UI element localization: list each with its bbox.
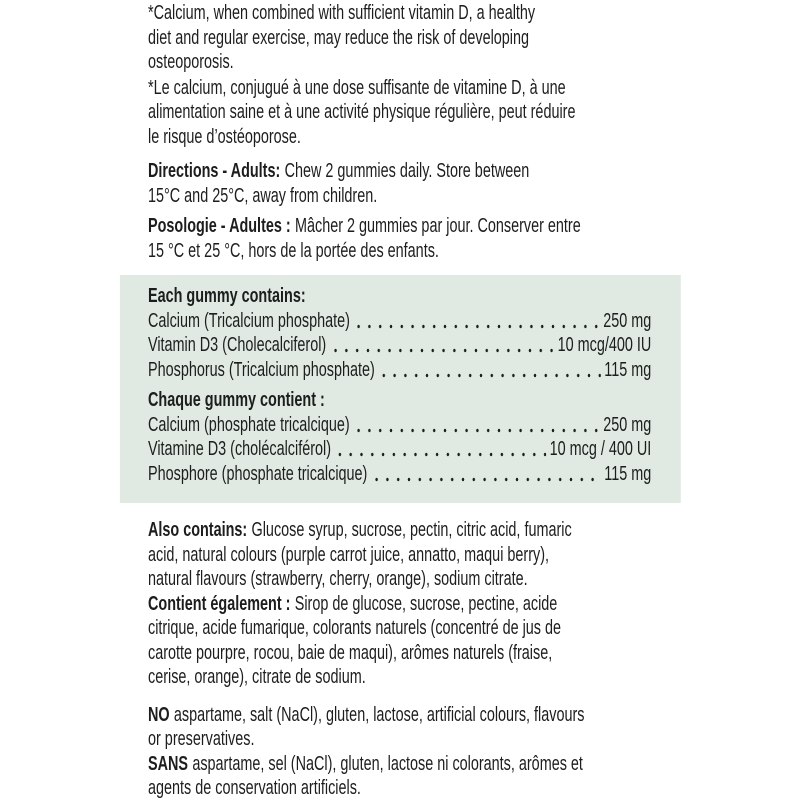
fact-row-vitamine-d3-fr: Vitamine D3 (cholécalciférol) 10 mcg / 40… <box>148 437 651 462</box>
fact-label: Vitamine D3 (cholécalciférol) <box>148 438 332 460</box>
fact-row-phosphorus-en: Phosphorus (Tricalcium phosphate) 115 mg <box>148 357 652 382</box>
also-contains-text: Glucose syrup, sucrose, pectin, citric a… <box>148 519 572 590</box>
contient-egalement-text: Sirop de glucose, sucrose, pectine, acid… <box>148 592 562 689</box>
dot-leader <box>351 412 600 437</box>
label-text-column: *Calcium, when combined with sufficient … <box>119 0 681 800</box>
facts-heading-en: Each gummy contains: <box>148 285 306 307</box>
fact-label: Calcium (phosphate tricalcique) <box>148 413 350 436</box>
facts-heading-fr: Chaque gummy contient : <box>148 389 325 411</box>
fact-label: Calcium (Tricalcium phosphate) <box>148 309 350 332</box>
fact-value: 10 mcg/400 IU <box>557 334 652 356</box>
fact-label: Phosphorus (Tricalcium phosphate) <box>148 358 375 381</box>
free-from-fr-text: aspartame, sel (NaCl), gluten, lactose n… <box>148 752 583 800</box>
claim-en-text: *Calcium, when combined with sufficient … <box>148 2 536 73</box>
contient-egalement-label: Contient également : <box>148 592 291 615</box>
fact-row-vitamin-d3-en: Vitamin D3 (Cholecalciferol) 10 mcg/400 I… <box>148 333 651 358</box>
also-contains-label: Also contains: <box>148 519 248 541</box>
fact-row-phosphore-fr: Phosphore (phosphate tricalcique) 115 mg <box>148 461 652 486</box>
fact-value: 10 mcg / 400 UI <box>549 438 652 460</box>
directions-en-text: Chew 2 gummies daily. Store between 15°C… <box>148 160 530 207</box>
free-from-fr-paragraph: SANS aspartame, sel (NaCl), gluten, lacto… <box>148 752 659 800</box>
gummy-contents-box: Each gummy contains: Calcium (Tricalcium… <box>119 275 681 503</box>
no-label: NO <box>148 703 170 726</box>
claim-fr-text: *Le calcium, conjugué à une dose suffisa… <box>148 76 576 148</box>
fact-row-calcium-en: Calcium (Tricalcium phosphate) 250 mg <box>148 308 652 333</box>
dot-leader <box>376 357 601 382</box>
fact-row-calcium-fr: Calcium (phosphate tricalcique) 250 mg <box>148 412 652 437</box>
dot-leader <box>333 437 547 462</box>
also-contains-paragraph: Also contains: Glucose syrup, sucrose, pe… <box>148 518 659 592</box>
directions-fr-text: Mâcher 2 gummies par jour. Conserver ent… <box>148 215 581 262</box>
contient-egalement-paragraph: Contient également : Sirop de glucose, su… <box>148 592 659 690</box>
claim-fr-paragraph: *Le calcium, conjugué à une dose suffisa… <box>148 76 659 150</box>
dot-leader <box>352 308 600 333</box>
fact-value: 250 mg <box>603 309 652 332</box>
fact-label: Phosphore (phosphate tricalcique) <box>148 462 368 485</box>
dot-leader <box>369 461 601 486</box>
fact-value: 115 mg <box>604 358 652 381</box>
directions-fr-paragraph: Posologie - Adultes : Mâcher 2 gummies pa… <box>148 214 659 263</box>
directions-en-label: Directions - Adults: <box>148 160 281 182</box>
fact-label: Vitamin D3 (Cholecalciferol) <box>148 334 327 356</box>
directions-en-paragraph: Directions - Adults: Chew 2 gummies daily… <box>148 159 659 208</box>
free-from-en-text: aspartame, salt (NaCl), gluten, lactose,… <box>148 703 585 751</box>
dot-leader <box>328 333 555 358</box>
fact-value: 115 mg <box>604 462 652 485</box>
directions-fr-label: Posologie - Adultes : <box>148 215 291 237</box>
free-from-en-paragraph: NO aspartame, salt (NaCl), gluten, lactos… <box>148 703 659 752</box>
fact-value: 250 mg <box>603 413 652 436</box>
sans-label: SANS <box>148 752 189 775</box>
claim-en-paragraph: *Calcium, when combined with sufficient … <box>148 1 659 75</box>
